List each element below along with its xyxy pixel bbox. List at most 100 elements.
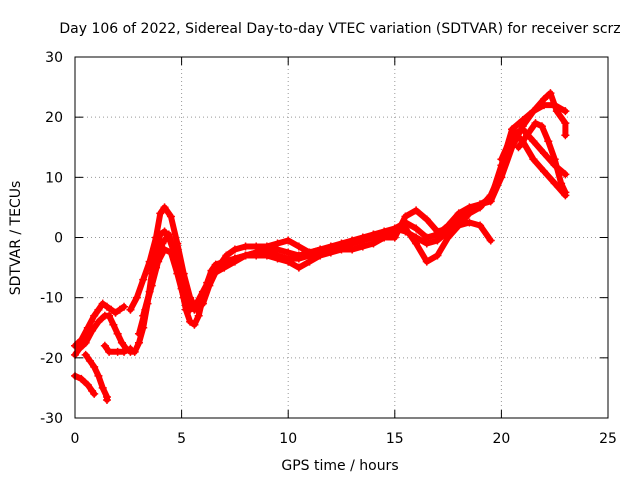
data-point [152,233,161,242]
data-point [117,338,126,347]
data-point [540,149,549,158]
data-point [326,245,335,254]
data-point [294,254,303,263]
data-point [529,155,538,164]
data-point [422,257,431,266]
data-point [358,236,367,245]
y-tick-label: -10 [40,291,63,307]
x-tick-label: 10 [279,431,297,447]
data-point [476,221,485,230]
data-point [486,236,495,245]
data-point [230,245,239,254]
data-point [561,188,570,197]
data-point [145,257,154,266]
data-point [537,122,546,131]
y-axis-title: SDTVAR / TECUs [8,181,24,296]
data-point [529,107,538,116]
data-point [390,224,399,233]
data-point [152,263,161,272]
data-point [81,350,90,359]
data-point [98,383,107,392]
data-point [433,251,442,260]
x-tick-label: 0 [71,431,80,447]
data-point [186,317,195,326]
data-point [561,170,570,179]
data-point [126,305,135,314]
data-point [465,218,474,227]
data-point [531,119,540,128]
data-point [401,218,410,227]
data-point [252,248,261,257]
data-point [348,239,357,248]
data-point [518,116,527,125]
data-point [294,242,303,251]
data-point [284,236,293,245]
y-tick-label: -20 [40,351,63,367]
data-point [134,329,143,338]
data-point [94,317,103,326]
data-point [139,311,148,320]
data-point [83,323,92,332]
data-point [561,131,570,140]
data-point [196,293,205,302]
data-point [465,206,474,215]
x-tick-label: 15 [386,431,404,447]
x-axis-title: GPS time / hours [281,458,398,474]
x-tick-label: 5 [177,431,186,447]
y-tick-label: -30 [40,411,63,427]
data-point [209,269,218,278]
data-point [77,374,86,383]
data-point [433,236,442,245]
series-track-e [71,128,570,359]
data-point [102,395,111,404]
series-track-c [81,350,111,404]
data-point [454,215,463,224]
data-point [561,107,570,116]
data-point [94,305,103,314]
data-point [194,311,203,320]
data-point [105,311,114,320]
data-point [107,305,116,314]
data-point [476,200,485,209]
data-point [522,131,531,140]
data-point [544,137,553,146]
data-point [230,257,239,266]
data-point [203,281,212,290]
data-point [109,320,118,329]
axis-ticks: 0 5 10 15 20 25 -30 -20 -10 0 10 20 30 [40,50,617,447]
data-point [273,251,282,260]
data-point [220,263,229,272]
y-tick-label: 20 [45,110,63,126]
data-point [241,242,250,251]
data-point [160,203,169,212]
series-trace [515,120,569,196]
data-point [105,347,114,356]
data-point [241,251,250,260]
data-point [83,380,92,389]
data-point [316,248,325,257]
data-point [100,341,109,350]
data-point [90,311,99,320]
data-series [71,89,570,404]
data-point [171,251,180,260]
data-point [546,89,555,98]
series-track-b [71,371,99,398]
data-point [369,230,378,239]
data-point [422,215,431,224]
data-point [529,137,538,146]
data-point [337,242,346,251]
data-point [102,302,111,311]
data-point [94,371,103,380]
data-point [139,275,148,284]
y-tick-label: 10 [45,170,63,186]
data-point [120,302,129,311]
data-point [518,125,527,134]
data-point [160,227,169,236]
data-point [156,209,165,218]
data-point [130,347,139,356]
y-tick-label: 0 [54,231,63,247]
data-point [190,305,199,314]
data-point [444,227,453,236]
data-point [90,389,99,398]
